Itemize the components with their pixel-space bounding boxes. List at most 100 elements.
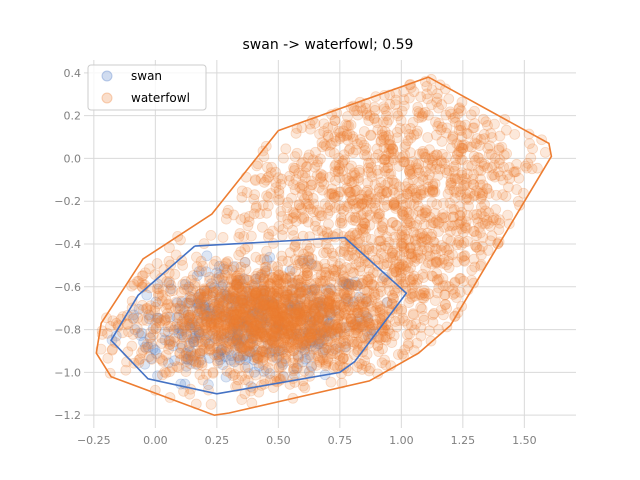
swan-point [241,295,253,307]
swan-point [200,299,211,311]
swan-point [266,345,278,357]
waterfowl-point [218,328,230,340]
swan-point [180,353,192,365]
swan-point [302,255,314,266]
waterfowl-point [308,316,320,328]
swan-point [339,322,351,333]
swan-point [311,329,323,341]
waterfowl-point [293,167,305,179]
waterfowl-point [420,262,432,273]
waterfowl-point [412,125,423,137]
swan-point [252,302,264,314]
waterfowl-point [511,184,523,195]
swan-point [228,316,239,328]
waterfowl-point [184,337,196,349]
legend-label-swan: swan [131,69,162,83]
waterfowl-point [348,308,360,319]
waterfowl-point [180,305,191,317]
swan-point [191,270,203,282]
waterfowl-point [334,288,345,299]
waterfowl-point [259,285,271,297]
waterfowl-point [194,347,206,359]
waterfowl-point [333,341,344,353]
waterfowl-point [120,364,132,376]
swan-point [256,326,268,338]
waterfowl-point [296,286,308,298]
waterfowl-point [295,285,307,297]
waterfowl-point [219,311,231,323]
swan-point [268,298,280,309]
waterfowl-point [269,307,281,319]
swan-point [263,347,275,359]
waterfowl-point [232,350,243,361]
waterfowl-point [239,374,251,386]
swan-point [323,318,335,330]
swan-point [317,294,329,306]
waterfowl-point [187,350,199,362]
waterfowl-point [232,278,243,290]
waterfowl-point [297,286,308,297]
swan-point [206,291,218,303]
waterfowl-point [220,306,232,318]
waterfowl-point [362,177,374,189]
waterfowl-point [235,214,247,225]
waterfowl-point [265,302,277,313]
waterfowl-point [365,130,377,142]
swan-point [305,308,317,320]
swan-point [264,300,276,312]
swan-point [247,333,258,344]
waterfowl-point [308,299,320,311]
waterfowl-point [381,231,393,243]
waterfowl-point [408,279,420,291]
waterfowl-point [221,365,233,377]
waterfowl-point [199,329,211,341]
waterfowl-point [132,275,143,287]
legend-marker-swan [101,70,113,82]
waterfowl-point [143,351,155,363]
swan-point [362,313,374,324]
swan-point [294,308,305,320]
waterfowl-point [269,335,281,347]
waterfowl-point [261,303,273,315]
waterfowl-point [224,290,236,302]
swan-point [297,356,308,368]
swan-point [203,305,215,317]
waterfowl-point [287,373,299,384]
swan-point [178,307,190,319]
waterfowl-point [291,147,303,159]
swan-point [231,301,242,313]
waterfowl-point [359,255,371,267]
waterfowl-point [290,127,302,139]
waterfowl-point [209,301,221,313]
swan-point [181,360,192,372]
swan-point [241,320,253,331]
waterfowl-point [208,342,220,354]
waterfowl-point [350,304,362,316]
waterfowl-point [325,325,337,337]
swan-point [309,324,321,336]
waterfowl-point [227,313,239,324]
waterfowl-point [275,310,287,322]
waterfowl-point [188,355,200,367]
waterfowl-point [248,193,260,205]
waterfowl-point [233,313,245,324]
swan-point [284,304,295,316]
swan-point [213,349,225,360]
waterfowl-point [163,298,174,310]
waterfowl-point [249,292,260,304]
x-tick-label: 0.75 [328,434,353,447]
waterfowl-point [273,362,285,374]
waterfowl-point [185,274,197,286]
waterfowl-point [483,218,494,229]
waterfowl-point [194,301,205,313]
waterfowl-point [207,296,219,308]
waterfowl-point [165,321,177,332]
swan-point [307,284,318,296]
x-tick-label: 1.00 [389,434,414,447]
waterfowl-point [311,359,323,371]
swan-point [309,283,320,295]
swan-point [309,340,321,352]
waterfowl-point [249,311,261,323]
legend-label-waterfowl: waterfowl [131,91,190,105]
waterfowl-point [249,343,260,355]
